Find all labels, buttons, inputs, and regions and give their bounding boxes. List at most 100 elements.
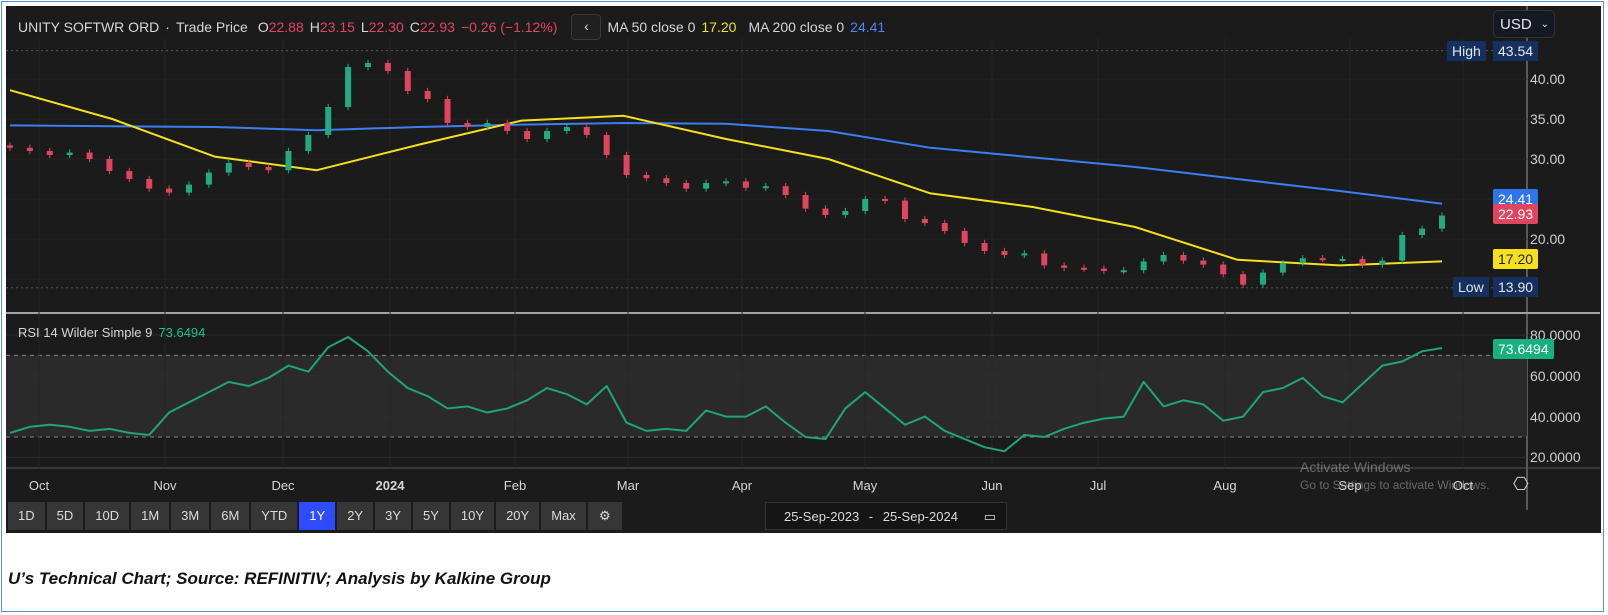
- range-button-3m[interactable]: 3M: [171, 502, 210, 530]
- candle-body: [563, 127, 570, 131]
- candle-body: [961, 231, 968, 243]
- rsi-line: [9, 336, 1443, 453]
- range-button-ytd[interactable]: YTD: [251, 502, 298, 530]
- ma200-line: [9, 122, 1443, 205]
- candle-body: [26, 147, 33, 151]
- candle-body: [1120, 270, 1127, 273]
- price-tick-label: 30.00: [1530, 151, 1566, 167]
- month-label: Oct: [1452, 478, 1474, 493]
- date-range-picker[interactable]: 25-Sep-2023 - 25-Sep-2024 ▭: [765, 502, 1007, 530]
- range-button-5d[interactable]: 5D: [46, 502, 84, 530]
- candle-body: [1001, 251, 1008, 255]
- ma200-value: 24.41: [850, 19, 886, 35]
- range-button-3y[interactable]: 3Y: [375, 502, 412, 530]
- low-value: 22.30: [368, 19, 404, 35]
- candle-body: [1339, 259, 1346, 261]
- candle-body: [1180, 255, 1187, 261]
- close-label: C: [409, 19, 420, 35]
- rsi-tick-label: 60.0000: [1530, 367, 1581, 384]
- high-label: H: [309, 19, 320, 35]
- range-button-5y[interactable]: 5Y: [413, 502, 449, 530]
- candle-body: [1081, 267, 1087, 270]
- candle-body: [1061, 265, 1068, 268]
- ma50-label: MA 50 close 0: [607, 19, 696, 35]
- candle-body: [1439, 215, 1445, 229]
- candle-body: [882, 199, 889, 201]
- candle-body: [504, 123, 511, 131]
- range-toolbar: 1D 5D 10D 1M 3M 6M YTD 1Y 2Y 3Y 5Y 10Y 20Y Max ⚙: [8, 502, 622, 530]
- candle-body: [1399, 235, 1406, 261]
- candle-body: [1359, 259, 1366, 265]
- range-button-1d[interactable]: 1D: [8, 502, 45, 530]
- candle-body: [524, 131, 531, 139]
- ma50-value: 17.20: [701, 19, 737, 35]
- close-value: 22.93: [419, 19, 455, 35]
- candle-body: [1319, 258, 1326, 261]
- candle-body: [941, 223, 948, 231]
- month-label: Mar: [616, 478, 640, 493]
- range-button-20y[interactable]: 20Y: [496, 502, 540, 530]
- month-label: Feb: [503, 478, 527, 493]
- candle-body: [703, 183, 710, 189]
- candle-body: [583, 127, 590, 135]
- range-settings-icon[interactable]: ⚙: [587, 502, 622, 530]
- candle-body: [1240, 274, 1247, 285]
- range-button-1y[interactable]: 1Y: [299, 502, 336, 530]
- candle-body: [325, 107, 332, 135]
- candle-body: [186, 184, 192, 193]
- currency-select[interactable]: USD ⌄: [1493, 10, 1555, 38]
- currency-value: USD: [1500, 16, 1532, 33]
- candle-body: [1041, 253, 1048, 266]
- month-label: Nov: [153, 478, 177, 493]
- rsi-value: 73.6494: [158, 325, 206, 340]
- candle-body: [1260, 272, 1266, 285]
- candle-body: [1100, 268, 1107, 271]
- candle-body: [822, 208, 829, 215]
- candle-body: [921, 219, 928, 223]
- candle-body: [1200, 260, 1207, 265]
- rsi-badge: 73.6494: [1493, 339, 1554, 359]
- ma200-label: MA 200 close 0: [748, 19, 845, 35]
- collapse-legend-button[interactable]: ‹: [571, 14, 602, 40]
- price-tick-label: 40.00: [1530, 71, 1566, 87]
- range-button-1m[interactable]: 1M: [131, 502, 170, 530]
- candle-body: [345, 67, 352, 107]
- range-button-2y[interactable]: 2Y: [337, 502, 374, 530]
- calendar-icon: ▭: [983, 509, 996, 524]
- candle-body: [424, 91, 431, 99]
- candle-body: [862, 199, 869, 211]
- month-label: Aug: [1213, 478, 1237, 493]
- ma50-badge: 17.20: [1493, 249, 1539, 269]
- high-value: 23.15: [319, 19, 355, 35]
- candle-body: [46, 151, 53, 155]
- range-button-10d[interactable]: 10D: [85, 502, 130, 530]
- chevron-down-icon: ⌄: [1540, 19, 1549, 30]
- date-from: 25-Sep-2023: [784, 509, 860, 524]
- candle-body: [126, 171, 133, 179]
- range-button-10y[interactable]: 10Y: [450, 502, 495, 530]
- price-field: Trade Price: [175, 19, 248, 35]
- candle-body: [902, 200, 908, 219]
- candle-body: [86, 152, 93, 159]
- activate-windows-subtitle: Go to Settings to activate Windows.: [1300, 478, 1490, 492]
- separator: ·: [165, 19, 170, 35]
- range-button-max[interactable]: Max: [541, 502, 586, 530]
- price-tick-label: 20.00: [1530, 231, 1566, 247]
- candle-body: [245, 163, 252, 167]
- month-label: Jun: [981, 478, 1003, 493]
- candle-body: [623, 155, 630, 175]
- open-label: O: [257, 19, 269, 35]
- chart-settings-icon[interactable]: ⎔: [1513, 474, 1529, 494]
- candle-body: [66, 152, 73, 155]
- candle-body: [1140, 261, 1147, 271]
- candle-body: [285, 151, 292, 171]
- candle-body: [464, 123, 471, 127]
- range-button-6m[interactable]: 6M: [211, 502, 250, 530]
- candle-body: [723, 181, 729, 184]
- candle-body: [981, 243, 988, 251]
- rsi-band: [6, 355, 1527, 437]
- month-label: Sep: [1338, 478, 1362, 493]
- change-value: −0.26 (−1.12%): [460, 19, 558, 35]
